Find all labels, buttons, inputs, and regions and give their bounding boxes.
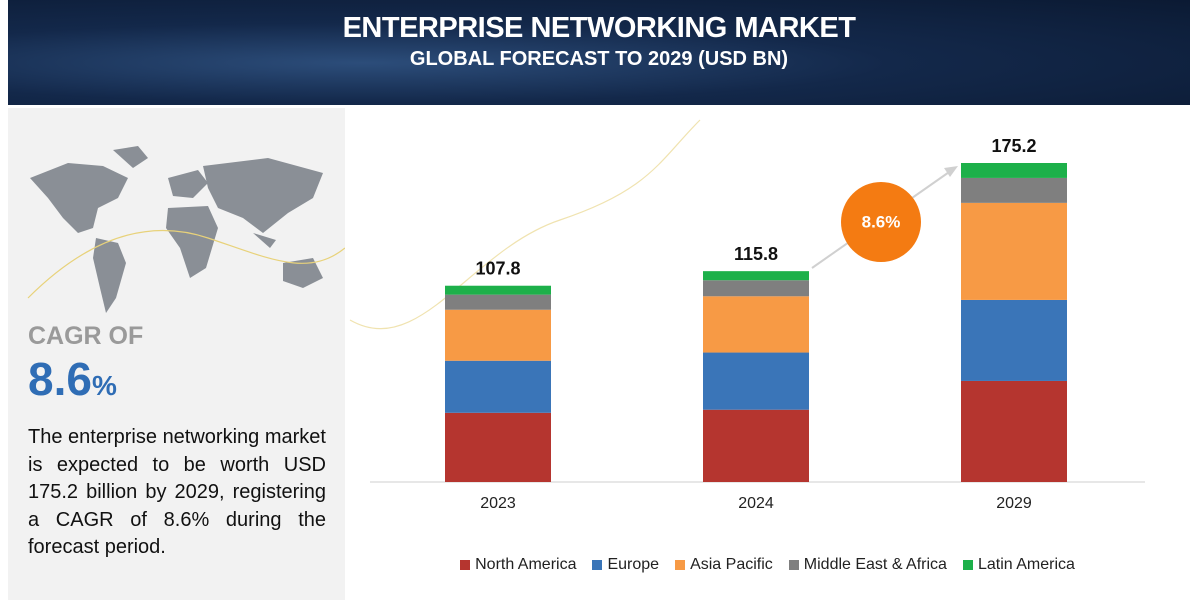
bar-segment [703,296,809,353]
legend-label: Latin America [977,556,1075,573]
legend-label: Asia Pacific [690,556,773,573]
total-label: 175.2 [991,136,1036,156]
cagr-bubble [841,182,921,262]
legend-item: Europe [592,556,659,574]
bar-segment [961,299,1067,381]
bar-segment [445,285,551,295]
legend-swatch [788,560,799,570]
bar-segment [961,202,1067,300]
legend-swatch [592,560,603,570]
bar-segment [703,352,809,410]
bar-segment [703,409,809,482]
legend-swatch [962,560,973,570]
legend: North America Europe Asia Pacific Middle Ea… [345,556,1190,574]
legend-label: Middle East & Africa [803,556,947,573]
legend-item: Latin America [962,556,1075,574]
legend-item: Asia Pacific [675,556,773,574]
cagr-number: 8.6 [28,353,92,405]
legend-swatch [460,560,471,570]
cagr-unit: % [91,370,117,401]
bar-segment [961,380,1067,482]
legend-item: North America [460,556,576,574]
cagr-bubble-label: 8.6% [862,212,901,231]
subtitle: GLOBAL FORECAST TO 2029 (USD BN) [409,48,789,70]
cagr-label: CAGR OF [28,322,144,350]
legend-label: Europe [607,556,660,573]
x-tick-label: 2024 [738,495,774,512]
legend-label: North America [475,556,577,573]
bar-segment [445,309,551,361]
bar-segment [961,163,1067,178]
bar-segment [445,294,551,310]
x-tick-label: 2023 [480,495,516,512]
bar-segment [703,280,809,297]
total-label: 115.8 [734,244,778,264]
bar-segment [445,360,551,413]
title: ENTERPRISE NETWORKING MARKET [342,12,856,44]
x-tick-label: 2029 [996,495,1032,512]
growth-arrow-head [944,166,958,177]
header-banner: ENTERPRISE NETWORKING MARKET GLOBAL FORE… [8,0,1190,105]
legend-item: Middle East & Africa [788,556,947,574]
bar-segment [703,271,809,281]
world-map [27,146,345,313]
total-label: 107.8 [475,258,520,278]
bar-segment [961,177,1067,203]
description: The enterprise networking market is expe… [28,426,326,558]
cagr-value: 8.6% [28,352,117,406]
decor-curve [349,119,701,330]
bar-segment [445,412,551,482]
sidebar: CAGR OF 8.6% The enterprise networking m… [8,108,345,600]
legend-swatch [675,560,686,570]
